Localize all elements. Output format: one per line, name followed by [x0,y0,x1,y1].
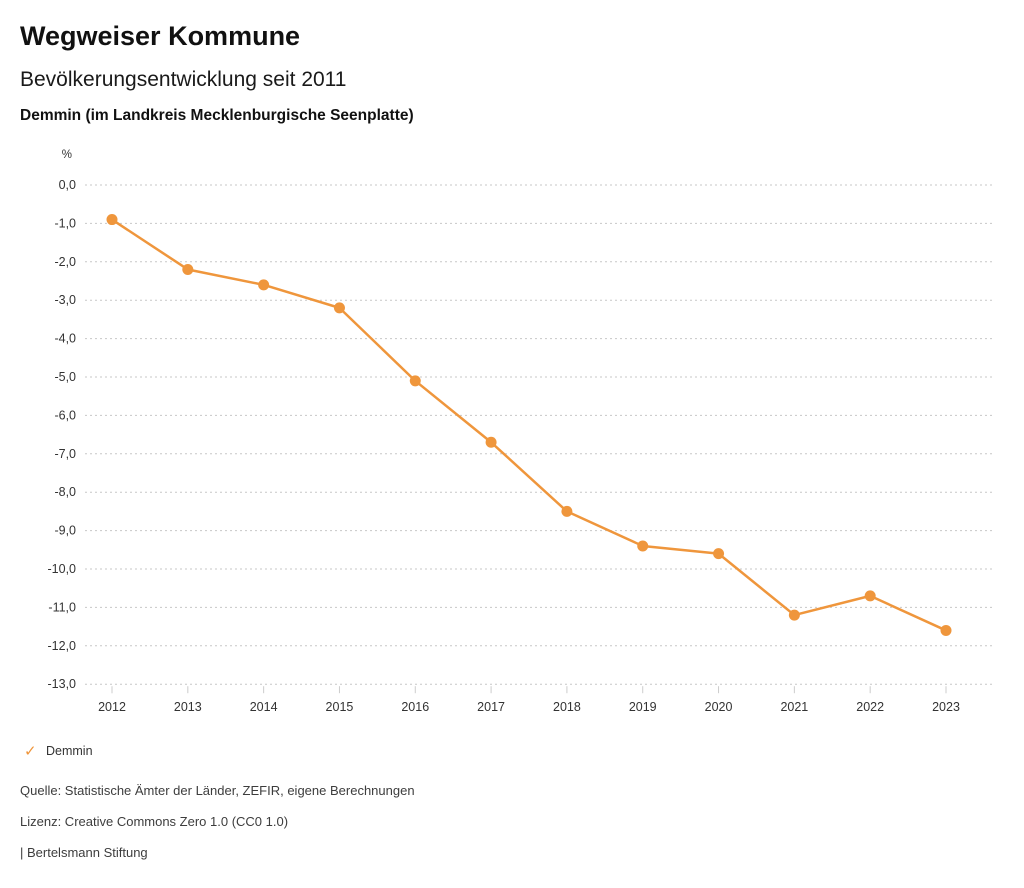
x-tick-label: 2021 [780,700,808,714]
y-axis-unit-label: % [62,149,72,161]
data-point[interactable] [864,590,876,602]
y-tick-label: 0,0 [59,178,76,192]
x-tick-label: 2019 [629,700,657,714]
data-point[interactable] [106,214,118,226]
y-tick-label: -12,0 [48,639,77,653]
x-tick-label: 2017 [477,700,505,714]
y-tick-label: -2,0 [54,255,76,269]
chart-footer: Quelle: Statistische Ämter der Länder, Z… [20,784,1024,859]
y-tick-label: -8,0 [54,485,76,499]
data-point[interactable] [561,506,573,518]
license-text: Lizenz: Creative Commons Zero 1.0 (CC0 1… [20,814,289,830]
x-tick-label: 2012 [98,700,126,714]
x-tick-label: 2013 [174,700,202,714]
y-tick-label: -9,0 [54,524,76,538]
data-point[interactable] [940,625,952,637]
data-point[interactable] [485,436,497,448]
attribution-text: | Bertelsmann Stiftung [20,845,148,861]
data-point[interactable] [637,540,649,552]
page-title: Wegweiser Kommune [20,21,301,51]
y-tick-label: -6,0 [54,409,76,423]
series-line [110,218,948,632]
data-point[interactable] [182,264,194,276]
x-tick-label: 2023 [932,700,960,714]
population-line-chart: % 0,0 -1,0 -2,0 -3,0 -4,0 -5,0 -6,0 -7,0 -8,0 -9,0… [48,149,995,714]
legend-label[interactable]: Demmin [46,744,93,759]
x-tick-label: 2022 [856,700,884,714]
x-tick-label: 2020 [705,700,733,714]
x-tick-label: 2016 [401,700,429,714]
data-point[interactable] [258,279,270,291]
chart-subtitle: Bevölkerungsentwicklung seit 2011 [20,68,347,92]
x-tick-label: 2014 [250,700,278,714]
y-tick-label: -13,0 [48,677,77,691]
x-tick-label: 2018 [553,700,581,714]
data-point[interactable] [333,302,345,314]
legend: ✓ Demmin [20,742,1024,760]
y-tick-label: -4,0 [54,332,76,346]
y-tick-label: -3,0 [54,293,76,307]
x-tick-label: 2015 [326,700,354,714]
legend-checkmark-icon[interactable]: ✓ [24,743,37,761]
y-tick-label: -10,0 [48,562,77,576]
y-tick-label: -5,0 [54,370,76,384]
page: Wegweiser Kommune Bevölkerungsentwicklun… [20,21,1024,859]
data-point[interactable] [409,375,421,387]
y-tick-label: -1,0 [54,217,76,231]
region-label: Demmin (im Landkreis Mecklenburgische Se… [20,106,414,124]
data-point[interactable] [788,609,800,621]
source-text: Quelle: Statistische Ämter der Länder, Z… [20,783,415,799]
y-tick-label: -11,0 [48,601,76,615]
y-tick-label: -7,0 [54,447,76,461]
data-point[interactable] [713,548,725,560]
